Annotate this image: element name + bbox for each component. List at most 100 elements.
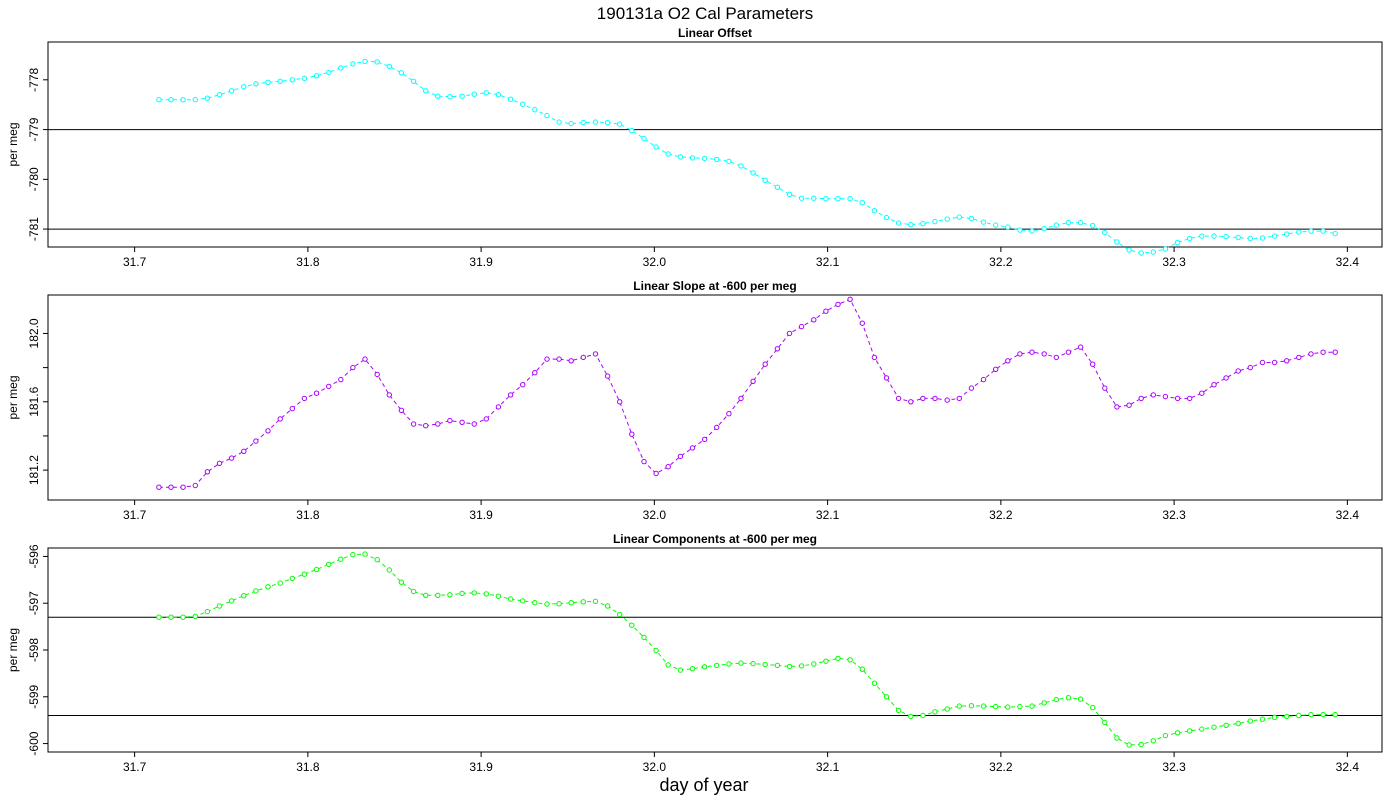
data-point bbox=[1114, 404, 1120, 410]
data-point bbox=[168, 97, 174, 103]
data-point bbox=[204, 608, 211, 615]
data-point bbox=[871, 208, 878, 214]
data-point bbox=[544, 601, 550, 607]
data-point bbox=[459, 590, 465, 597]
data-point bbox=[313, 73, 320, 79]
data-point bbox=[228, 598, 235, 604]
x-tick-label: 31.8 bbox=[296, 255, 320, 269]
data-point bbox=[1138, 250, 1144, 256]
x-tick-label: 32.1 bbox=[816, 508, 840, 522]
data-point bbox=[1138, 741, 1144, 748]
data-point bbox=[847, 296, 853, 302]
data-point bbox=[216, 92, 223, 98]
data-point bbox=[1090, 222, 1096, 229]
data-point bbox=[1320, 711, 1326, 718]
data-point bbox=[653, 470, 659, 477]
data-point bbox=[532, 107, 538, 113]
data-point bbox=[410, 588, 417, 595]
data-point bbox=[956, 395, 962, 402]
data-point bbox=[471, 91, 477, 97]
x-tick-label: 32.3 bbox=[1162, 760, 1186, 774]
data-point bbox=[507, 96, 514, 102]
data-point bbox=[350, 551, 356, 558]
data-point bbox=[1017, 703, 1023, 710]
data-point bbox=[1041, 700, 1047, 706]
data-point bbox=[1077, 696, 1084, 702]
data-point bbox=[750, 170, 756, 176]
data-point bbox=[968, 215, 975, 222]
data-point bbox=[701, 664, 708, 670]
data-point bbox=[520, 598, 526, 604]
data-point bbox=[1162, 393, 1169, 400]
data-point bbox=[520, 382, 526, 388]
data-point bbox=[313, 390, 320, 396]
data-point bbox=[338, 376, 344, 383]
data-point bbox=[653, 647, 659, 654]
data-point bbox=[313, 566, 320, 573]
y-tick-label: -598 bbox=[27, 638, 41, 662]
data-point bbox=[483, 90, 489, 96]
data-point bbox=[1247, 718, 1254, 724]
data-point bbox=[798, 195, 805, 201]
data-point bbox=[895, 395, 902, 402]
data-point bbox=[908, 713, 914, 720]
data-point bbox=[1271, 233, 1278, 239]
data-point bbox=[1235, 234, 1241, 241]
data-point bbox=[617, 121, 623, 127]
data-point bbox=[1126, 247, 1132, 253]
data-point bbox=[944, 216, 950, 222]
data-point bbox=[1271, 714, 1278, 721]
data-point bbox=[447, 592, 453, 598]
data-point bbox=[1017, 351, 1023, 357]
data-point bbox=[993, 703, 999, 710]
data-point bbox=[265, 428, 271, 434]
plot-frame bbox=[47, 41, 1383, 248]
data-point bbox=[253, 588, 259, 594]
data-point bbox=[435, 421, 441, 427]
data-point bbox=[228, 455, 235, 461]
data-point bbox=[1187, 728, 1193, 734]
data-point bbox=[556, 601, 562, 607]
y-tick-label: -597 bbox=[27, 591, 41, 615]
y-tick-label: 181.2 bbox=[27, 455, 41, 485]
data-point bbox=[677, 154, 684, 160]
data-point bbox=[689, 155, 696, 161]
data-point bbox=[568, 358, 574, 364]
data-point bbox=[847, 657, 853, 663]
x-tick-label: 32.3 bbox=[1162, 508, 1186, 522]
data-point bbox=[617, 611, 623, 618]
data-point bbox=[750, 660, 756, 667]
data-point bbox=[350, 364, 356, 371]
data-point bbox=[265, 79, 271, 86]
data-point bbox=[1332, 711, 1338, 718]
data-point bbox=[362, 551, 368, 557]
data-point bbox=[714, 424, 720, 431]
data-point bbox=[326, 561, 332, 568]
y-tick-label: -778 bbox=[27, 67, 41, 91]
data-point bbox=[932, 218, 938, 225]
data-point bbox=[1211, 233, 1217, 239]
data-point bbox=[580, 119, 586, 126]
data-point bbox=[1223, 722, 1229, 728]
data-point bbox=[823, 196, 829, 202]
data-point bbox=[1162, 732, 1169, 739]
data-point bbox=[859, 200, 865, 206]
series-line bbox=[158, 553, 1336, 746]
data-point bbox=[726, 158, 732, 165]
data-point bbox=[944, 397, 950, 403]
data-point bbox=[556, 119, 562, 125]
data-point bbox=[204, 469, 211, 475]
data-point bbox=[338, 65, 344, 71]
data-point bbox=[495, 404, 502, 410]
data-point bbox=[447, 417, 453, 424]
y-tick-label: 182.0 bbox=[27, 318, 41, 348]
data-point bbox=[1126, 402, 1132, 408]
data-point bbox=[156, 484, 162, 490]
data-point bbox=[714, 156, 720, 163]
data-point bbox=[1320, 349, 1326, 355]
data-point bbox=[580, 599, 586, 605]
data-point bbox=[301, 75, 308, 82]
data-point bbox=[604, 373, 611, 379]
data-point bbox=[568, 600, 574, 606]
figure-title: 190131a O2 Cal Parameters bbox=[597, 4, 813, 23]
